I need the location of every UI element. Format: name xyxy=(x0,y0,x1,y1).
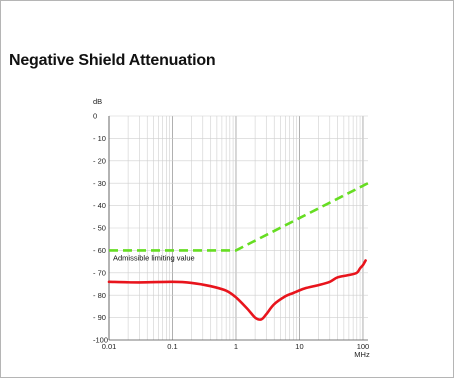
x-axis-unit-label: MHz xyxy=(354,350,370,359)
y-axis-unit-label: dB xyxy=(93,97,102,106)
y-tick-label: - 90 xyxy=(93,313,106,322)
y-tick-label: - 70 xyxy=(93,268,106,277)
x-tick-label: 0.1 xyxy=(167,342,177,351)
chart-series xyxy=(107,182,369,321)
x-tick-label: 1 xyxy=(234,342,238,351)
x-axis-labels: 0.01 0.1 1 10 100 xyxy=(102,342,370,351)
limit-line-annotation: Admissible limiting value xyxy=(113,253,195,262)
y-tick-label: - 50 xyxy=(93,224,106,233)
y-tick-label: 0 xyxy=(93,112,97,121)
y-tick-label: -100 xyxy=(93,336,108,345)
chart-grid xyxy=(108,115,368,341)
y-axis-labels: 0 - 10 - 20 - 30 - 40 - 50 - 60 - 70 - 80 - 90 -10… xyxy=(93,112,108,345)
y-tick-label: - 20 xyxy=(93,156,106,165)
chart-title: Negative Shield Attenuation xyxy=(9,52,216,69)
y-tick-label: - 10 xyxy=(93,134,106,143)
y-tick-label: - 40 xyxy=(93,201,106,210)
x-tick-label: 100 xyxy=(357,342,370,351)
x-tick-label: 0.01 xyxy=(102,342,117,351)
x-tick-label: 10 xyxy=(295,342,303,351)
y-tick-label: - 60 xyxy=(93,246,106,255)
y-tick-label: - 30 xyxy=(93,179,106,188)
y-tick-label: - 80 xyxy=(93,291,106,300)
series-line-measured xyxy=(107,259,367,321)
series-line-limit xyxy=(109,182,369,252)
